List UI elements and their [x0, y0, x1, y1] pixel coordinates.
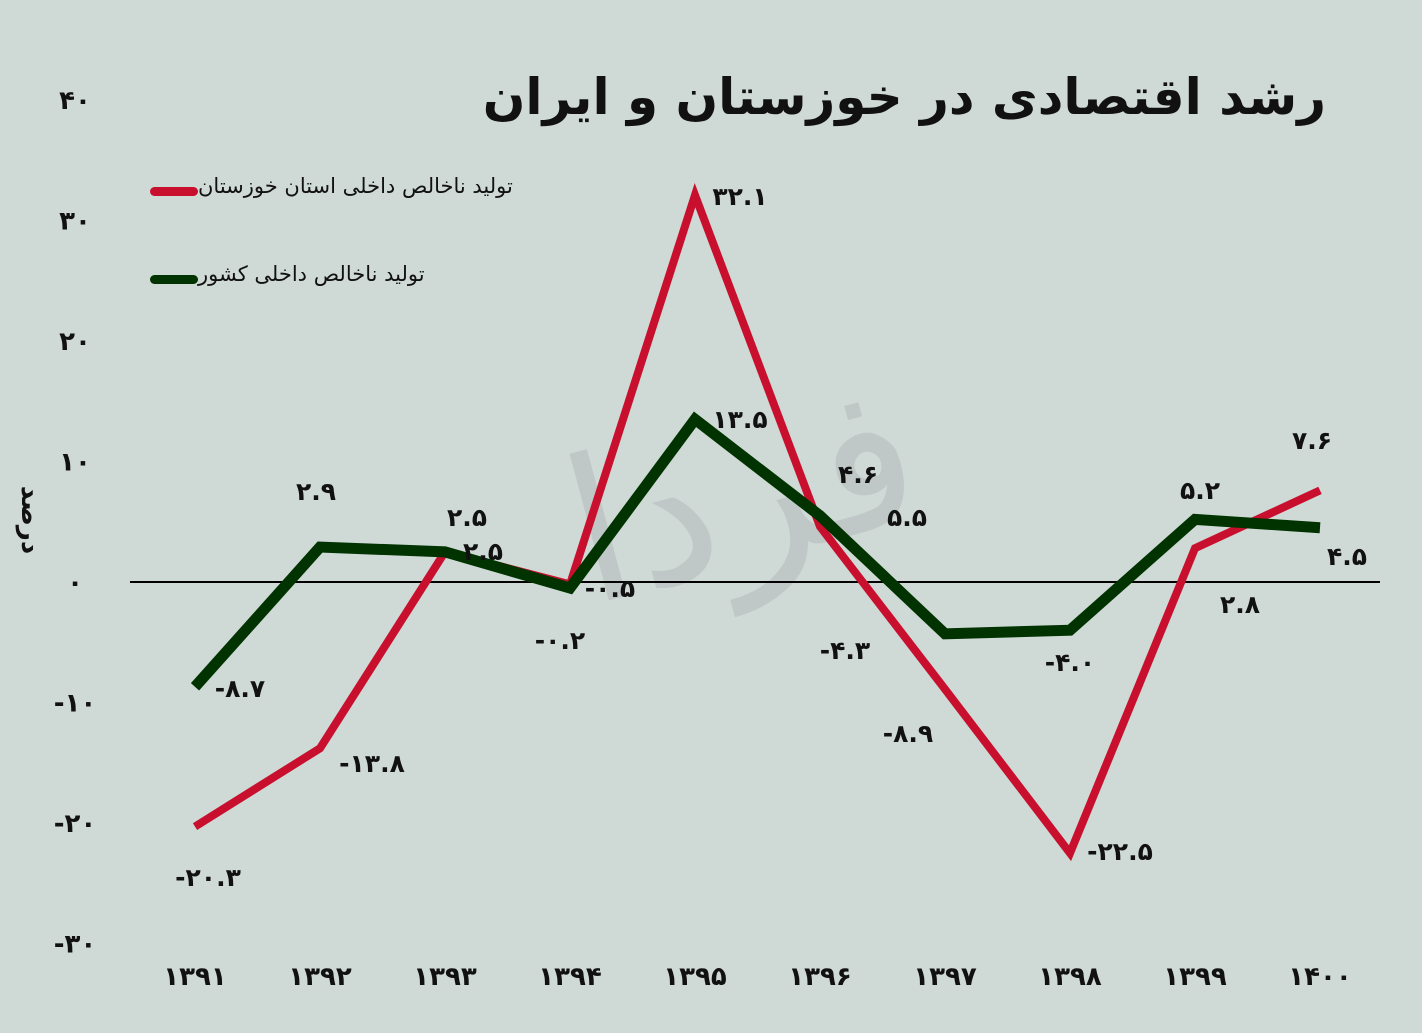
- data-label: ۱۳.۵: [712, 405, 767, 434]
- data-label: -۸.۹: [883, 719, 933, 748]
- data-label: ۴.۵: [1327, 542, 1367, 571]
- data-label: -۰.۵: [585, 574, 635, 603]
- data-label: -۴.۰: [1045, 648, 1095, 677]
- y-axis-label: درصد: [15, 486, 45, 554]
- data-label: -۲۲.۵: [1087, 837, 1153, 866]
- data-label: -۲۰.۳: [175, 863, 241, 892]
- x-tick-label: ۱۳۹۱: [163, 962, 226, 992]
- data-label: ۲.۸: [1220, 590, 1260, 619]
- data-label: -۴.۳: [820, 636, 870, 665]
- data-label: ۴.۶: [838, 460, 878, 489]
- legend-swatch-red: [150, 186, 198, 196]
- data-label: -۸.۷: [215, 674, 265, 703]
- y-tick-label: -۲۰: [54, 809, 97, 839]
- data-label: ۲.۹: [296, 477, 336, 506]
- series-line-1: [190, 411, 1321, 691]
- x-tick-label: ۱۳۹۶: [788, 962, 851, 992]
- y-tick-label: ۱۰: [59, 448, 91, 478]
- x-tick-label: ۱۳۹۹: [1163, 962, 1227, 992]
- y-tick-label: -۱۰: [54, 689, 97, 719]
- x-tick-label: ۱۴۰۰: [1288, 962, 1351, 992]
- y-tick-label: -۳۰: [54, 930, 97, 960]
- data-label: ۵.۲: [1180, 476, 1220, 505]
- x-tick-label: ۱۳۹۴: [538, 962, 601, 992]
- x-tick-label: ۱۳۹۲: [288, 962, 352, 992]
- x-tick-label: ۱۳۹۷: [913, 962, 977, 992]
- legend-item-khuzestan: تولید ناخالص داخلی استان خوزستان: [150, 174, 513, 198]
- legend-label: تولید ناخالص داخلی کشور: [198, 262, 425, 286]
- series-line-0: [192, 183, 1322, 862]
- y-tick-label: ۰: [67, 568, 83, 598]
- legend-label: تولید ناخالص داخلی استان خوزستان: [198, 174, 513, 198]
- x-tick-label: ۱۳۹۵: [663, 962, 727, 992]
- data-label: ۲.۵: [463, 537, 503, 566]
- y-tick-label: ۳۰: [59, 207, 91, 237]
- data-label: ۵.۵: [887, 503, 927, 532]
- x-tick-label: ۱۳۹۳: [413, 962, 477, 992]
- y-tick-label: ۲۰: [59, 327, 91, 357]
- y-tick-label: ۴۰: [59, 86, 91, 116]
- legend-item-country: تولید ناخالص داخلی کشور: [150, 262, 425, 286]
- data-label: -۰.۲: [535, 626, 585, 655]
- legend-swatch-green: [150, 274, 198, 284]
- chart-title: رشد اقتصادی در خوزستان و ایران: [482, 68, 1326, 126]
- data-label: ۲.۵: [447, 503, 487, 532]
- x-tick-label: ۱۳۹۸: [1038, 962, 1102, 992]
- data-label: ۳۲.۱: [712, 182, 767, 211]
- data-label: ۷.۶: [1292, 426, 1332, 455]
- data-label: -۱۳.۸: [339, 749, 405, 778]
